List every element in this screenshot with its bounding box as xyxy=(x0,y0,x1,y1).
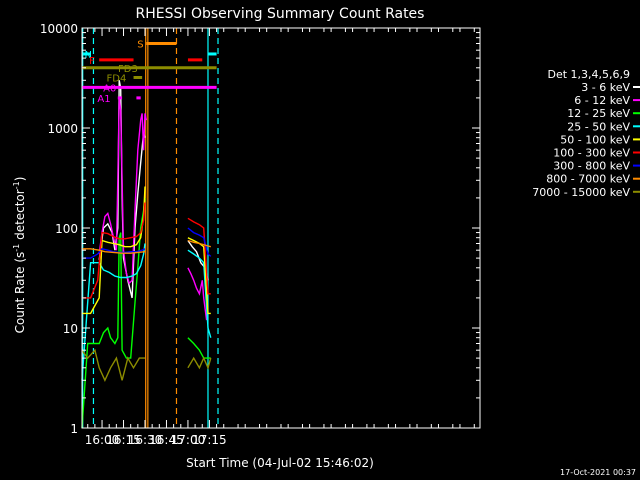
plot-area xyxy=(81,28,219,429)
series-line-4-b xyxy=(187,249,212,338)
x-tick-label-2: 16:30 xyxy=(128,433,163,447)
legend-title: Det 1,3,4,5,6,9 xyxy=(547,68,630,81)
series-line-3 xyxy=(81,197,146,429)
flag-label-f: F xyxy=(89,56,95,67)
series-line-5-b xyxy=(187,237,211,315)
x-tick-label-4: 17:00 xyxy=(171,433,206,447)
y-axis-label-main: Count Rate (s xyxy=(13,252,27,334)
flag-label-a0: A0 xyxy=(103,83,116,94)
y-tick-label-1: 10 xyxy=(63,322,78,336)
x-tick-label-3: 16:45 xyxy=(149,433,184,447)
legend-label-6: 100 - 300 keV xyxy=(553,147,630,160)
y-tick-label-4: 10000 xyxy=(40,22,78,36)
series-line-3-b xyxy=(187,337,211,359)
flag-label-n: N xyxy=(85,50,92,61)
series-line-9 xyxy=(81,348,145,382)
y-axis-label-end: ) xyxy=(13,177,27,182)
legend-label-1: 3 - 6 keV xyxy=(581,81,630,94)
y-axis-label-mid: detector xyxy=(13,189,27,244)
series-line-8-b xyxy=(187,239,211,248)
flag-label-fd3: FD3 xyxy=(118,64,138,75)
flag-label-s: S xyxy=(137,39,143,50)
y-tick-label-0: 1 xyxy=(70,422,78,436)
x-tick-label-0: 16:00 xyxy=(85,433,120,447)
flag-label-fd4: FD4 xyxy=(107,73,127,84)
axes: 1 10 100 1000 10000 16:0016:1516:3016:4517:00… xyxy=(40,22,481,447)
y-tick-label-3: 1000 xyxy=(47,122,78,136)
legend-label-9: 7000 - 15000 keV xyxy=(532,186,630,199)
y-axis-label: Count Rate (s-1 detector-1) xyxy=(12,177,27,334)
y-axis-label-sup2: -1 xyxy=(12,181,21,189)
chart-title: RHESSI Observing Summary Count Rates xyxy=(136,6,425,22)
y-tick-label-2: 100 xyxy=(55,222,78,236)
y-axis-label-sup1: -1 xyxy=(12,244,21,252)
legend-label-7: 300 - 800 keV xyxy=(553,160,630,173)
series-line-5 xyxy=(82,186,146,315)
series-line-7-b xyxy=(187,227,212,257)
series-line-9-b xyxy=(187,356,212,370)
x-tick-label-5: 17:15 xyxy=(192,433,227,447)
legend-label-8: 800 - 7000 keV xyxy=(546,173,630,186)
series-line-8 xyxy=(82,248,146,254)
footer-timestamp: 17-Oct-2021 00:37 xyxy=(560,468,636,477)
legend-label-2: 6 - 12 keV xyxy=(574,94,630,107)
series-line-2-b xyxy=(187,267,208,321)
series-line-6 xyxy=(82,202,146,299)
x-axis-label: Start Time (04-Jul-02 15:46:02) xyxy=(186,456,374,470)
series-line-6-b xyxy=(187,217,211,295)
legend-label-3: 12 - 25 keV xyxy=(567,107,630,120)
legend-label-4: 25 - 50 keV xyxy=(567,120,630,133)
legend-label-5: 50 - 100 keV xyxy=(560,133,630,146)
x-tick-label-1: 16:15 xyxy=(106,433,141,447)
series-line-2 xyxy=(98,97,148,285)
flag-label-a1: A1 xyxy=(97,94,110,105)
